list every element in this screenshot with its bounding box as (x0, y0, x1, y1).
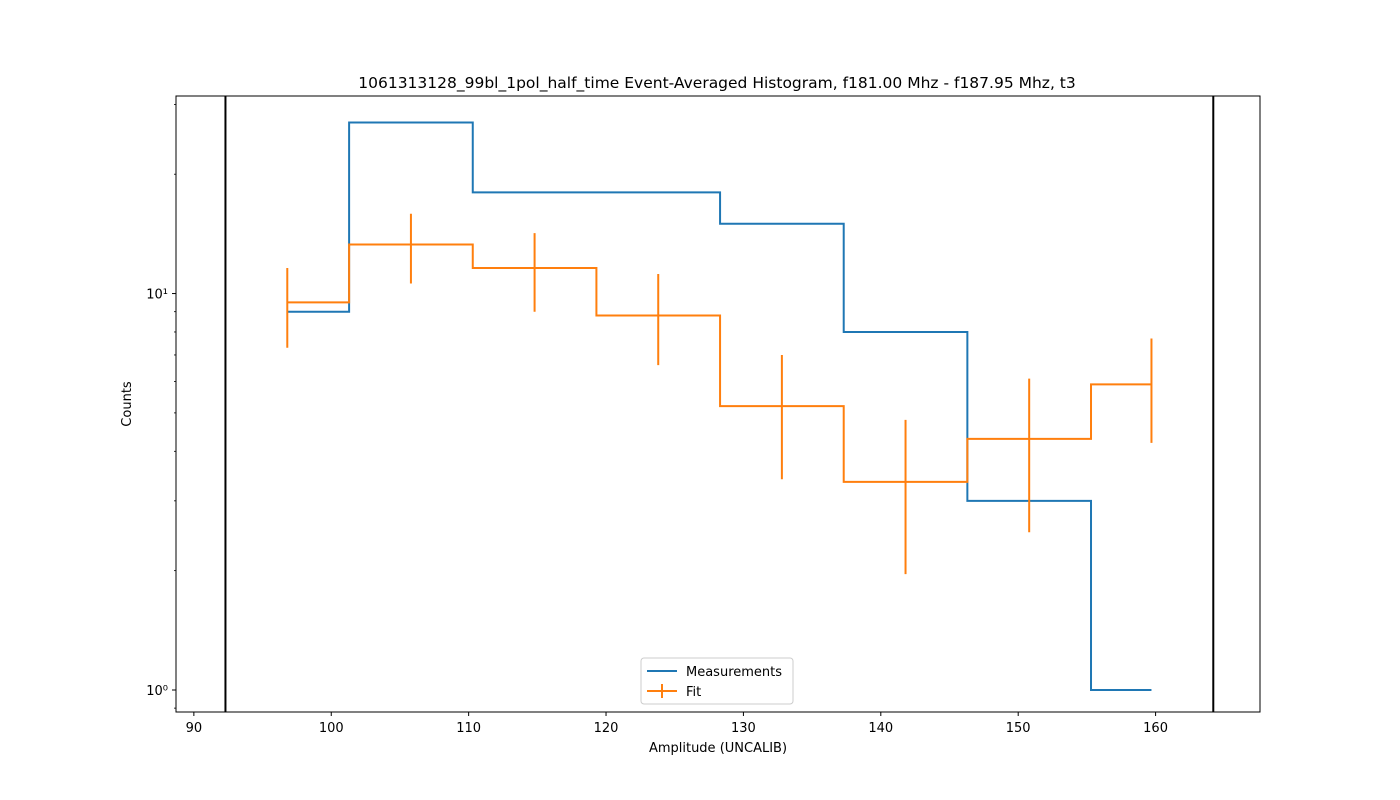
y-tick-label: 10¹ (146, 288, 168, 303)
y-axis: 10⁰ 10¹ (146, 104, 176, 709)
legend-fit-label: Fit (686, 685, 701, 700)
x-tick-label: 140 (868, 721, 893, 736)
x-tick-label: 110 (456, 721, 481, 736)
x-tick-label: 130 (731, 721, 756, 736)
series-layer (286, 121, 1153, 691)
y-axis-label: Counts (120, 381, 135, 427)
vertical-markers (224, 96, 1215, 712)
x-axis-label: Amplitude (UNCALIB) (649, 741, 787, 756)
x-tick-label: 100 (319, 721, 344, 736)
x-tick-label: 150 (1006, 721, 1031, 736)
x-tick-label: 120 (594, 721, 619, 736)
chart-title: 1061313128_99bl_1pol_half_time Event-Ave… (358, 74, 1075, 93)
legend-frame (640, 657, 794, 705)
plot-frame (175, 95, 1261, 713)
plot-area (175, 95, 1261, 713)
measurements-step-line (287, 121, 1152, 691)
x-axis: 90 100 110 120 130 140 150 160 (186, 712, 1168, 736)
x-tick-label: 90 (186, 721, 203, 736)
x-tick-label: 160 (1143, 721, 1168, 736)
legend: Measurements Fit (640, 657, 794, 705)
legend-measurements-label: Measurements (686, 665, 782, 680)
y-tick-label: 10⁰ (146, 684, 168, 699)
